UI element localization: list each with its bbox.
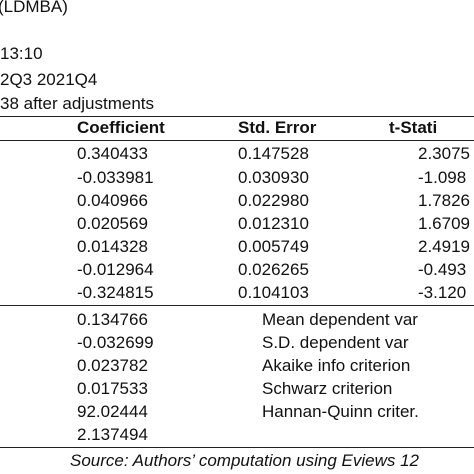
table-top-rule	[0, 116, 474, 117]
t-statistic-value: 1.6709	[418, 214, 470, 233]
t-statistic-value: 1.7826	[418, 191, 470, 210]
statistic-value: 92.02444	[77, 402, 148, 421]
observations: 38 after adjustments	[0, 94, 155, 113]
std-error-value: 0.104103	[238, 283, 309, 302]
t-statistic-value: -0.493	[418, 260, 467, 279]
coefficient-value: 0.014328	[77, 237, 148, 256]
coefficient-value: -0.033981	[77, 168, 154, 187]
column-header-t-statistic: t-Stati	[389, 118, 438, 137]
std-error-value: 0.012310	[238, 214, 309, 233]
statistic-value: 0.134766	[77, 310, 148, 329]
std-error-value: 0.030930	[238, 168, 309, 187]
statistic-label: Akaike info criterion	[262, 356, 411, 375]
std-error-value: 0.026265	[238, 260, 309, 279]
header-rule	[0, 140, 474, 141]
std-error-value: 0.147528	[238, 144, 309, 163]
bottom-rule	[0, 447, 474, 448]
statistic-value: 0.017533	[77, 379, 148, 398]
source-note: Source: Authors’ computation using Eview…	[70, 451, 420, 470]
t-statistic-value: -1.098	[418, 168, 467, 187]
column-header-coefficient: Coefficient	[77, 118, 165, 137]
t-statistic-value: 2.4919	[418, 237, 470, 256]
std-error-value: 0.005749	[238, 237, 309, 256]
column-header-std-error: Std. Error	[238, 118, 317, 137]
dependent-variable: (LDMBA)	[0, 0, 68, 16]
t-statistic-value: 2.3075	[418, 144, 470, 163]
statistic-value: -0.032699	[77, 333, 154, 352]
sample-range: 2Q3 2021Q4	[0, 70, 98, 89]
coefficient-value: 0.040966	[77, 191, 148, 210]
statistic-label: Mean dependent var	[262, 310, 418, 329]
statistic-value: 2.137494	[77, 425, 148, 444]
estimation-time: 13:10	[0, 44, 43, 63]
middle-rule	[0, 305, 474, 306]
coefficient-value: -0.324815	[77, 283, 154, 302]
statistic-value: 0.023782	[77, 356, 148, 375]
statistic-label: S.D. dependent var	[262, 333, 409, 352]
statistic-label: Schwarz criterion	[262, 379, 393, 398]
coefficient-value: -0.012964	[77, 260, 154, 279]
t-statistic-value: -3.120	[418, 283, 467, 302]
coefficient-value: 0.020569	[77, 214, 148, 233]
coefficient-value: 0.340433	[77, 144, 148, 163]
std-error-value: 0.022980	[238, 191, 309, 210]
statistic-label: Hannan-Quinn criter.	[262, 402, 419, 421]
